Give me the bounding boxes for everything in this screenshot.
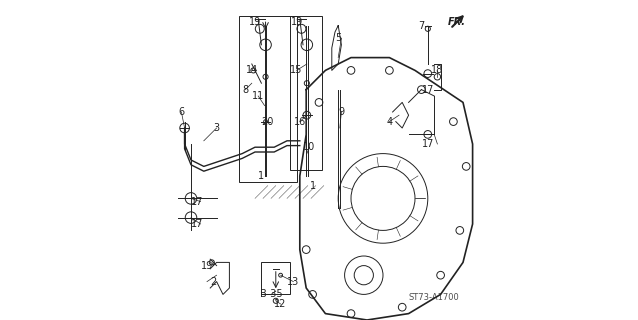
Text: 7: 7 xyxy=(419,20,424,31)
Text: 14: 14 xyxy=(246,65,258,76)
Text: 8: 8 xyxy=(242,84,248,95)
Text: 13: 13 xyxy=(287,276,299,287)
Text: 4: 4 xyxy=(387,116,392,127)
Bar xyxy=(290,16,322,170)
Text: 3: 3 xyxy=(214,123,219,133)
Text: B-35: B-35 xyxy=(260,289,282,300)
Text: 17: 17 xyxy=(191,219,204,229)
Text: 1: 1 xyxy=(309,180,316,191)
Text: 12: 12 xyxy=(274,299,287,309)
Bar xyxy=(239,16,297,182)
Text: 1: 1 xyxy=(258,171,265,181)
Text: 5: 5 xyxy=(335,33,341,44)
Text: FR.: FR. xyxy=(448,17,466,28)
Text: 15: 15 xyxy=(290,65,303,76)
Text: 17: 17 xyxy=(422,139,434,149)
Text: 17: 17 xyxy=(191,196,204,207)
Text: 17: 17 xyxy=(422,84,434,95)
Text: 19: 19 xyxy=(290,17,302,28)
Text: 19: 19 xyxy=(201,260,213,271)
Text: 2: 2 xyxy=(211,276,216,287)
Text: 19: 19 xyxy=(249,17,261,28)
Text: 16: 16 xyxy=(293,116,306,127)
Text: 18: 18 xyxy=(431,65,443,76)
Text: 20: 20 xyxy=(262,116,274,127)
Bar xyxy=(262,262,290,294)
Text: 10: 10 xyxy=(303,142,316,152)
Text: 6: 6 xyxy=(179,107,184,117)
Text: ST73-A1700: ST73-A1700 xyxy=(409,293,459,302)
Text: 11: 11 xyxy=(252,91,264,101)
Text: 9: 9 xyxy=(338,107,345,117)
